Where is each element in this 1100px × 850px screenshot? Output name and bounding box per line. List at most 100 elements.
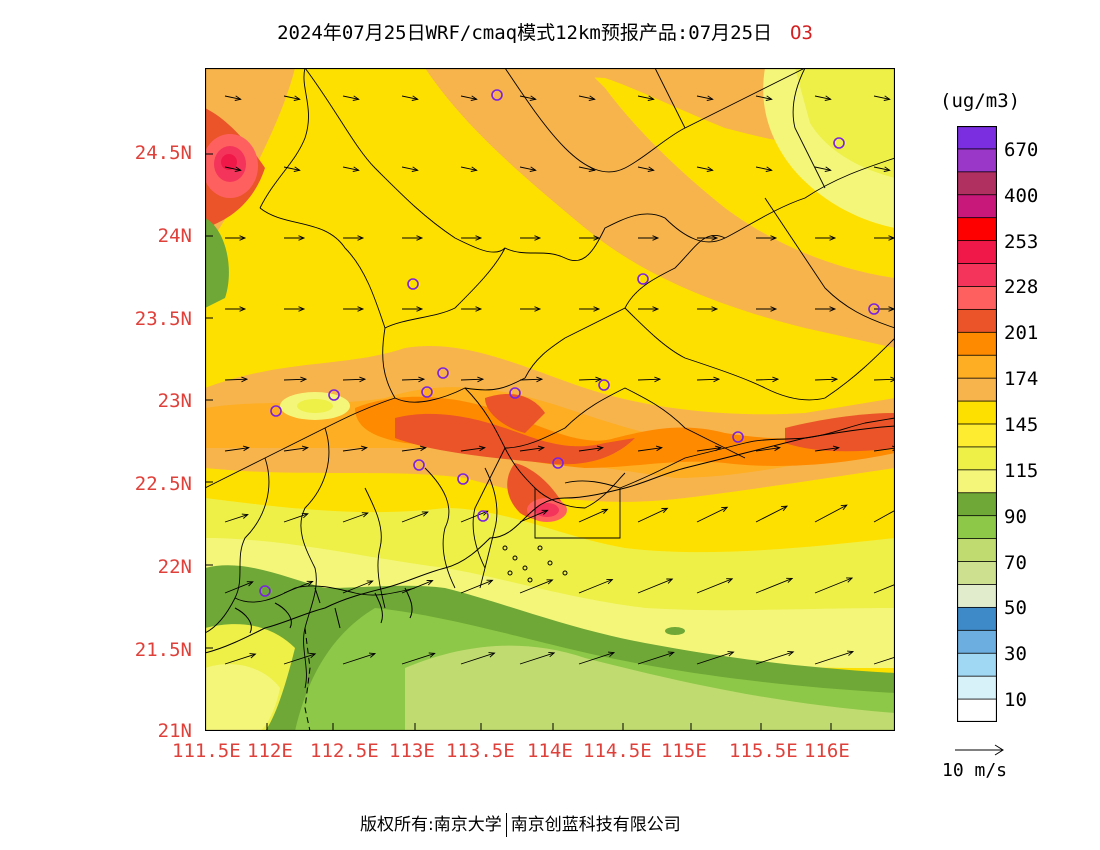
wind-vector-head xyxy=(486,579,494,585)
wind-vector-head xyxy=(536,376,544,383)
wind-vector-head xyxy=(883,166,891,172)
lat-tick-label: 21.5N xyxy=(134,639,192,661)
wind-vector-head xyxy=(301,512,309,519)
wind-vector-head xyxy=(357,235,365,241)
wind-vector-head xyxy=(588,95,596,101)
colorbar-swatch xyxy=(957,217,997,242)
wind-vector-head xyxy=(470,166,478,172)
wind-vector-head xyxy=(428,652,436,658)
colorbar-swatch xyxy=(957,652,997,677)
wind-vector xyxy=(696,378,720,381)
wind-vector xyxy=(696,166,713,171)
lon-tick-label: 114E xyxy=(527,740,573,762)
wind-vector xyxy=(401,652,435,665)
lon-tick-label: 113E xyxy=(389,740,435,762)
colorbar-swatch xyxy=(957,377,997,402)
wind-vector xyxy=(342,447,367,452)
wind-vector xyxy=(519,447,544,452)
wind-vector xyxy=(755,95,772,100)
colorbar-swatch xyxy=(957,446,997,471)
station-marker xyxy=(328,389,340,401)
colorbar-label: 90 xyxy=(1004,505,1027,528)
wind-vector-head xyxy=(478,445,486,452)
wind-vector-head xyxy=(647,95,655,101)
wind-vector xyxy=(519,579,553,594)
station-marker xyxy=(491,89,503,101)
wind-vector xyxy=(814,378,838,381)
wind-vector xyxy=(401,95,418,100)
wind-vector xyxy=(224,447,249,452)
wind-vector-head xyxy=(470,95,478,101)
station-marker xyxy=(552,457,564,469)
wind-vector xyxy=(814,504,848,523)
wind-vector-head xyxy=(418,376,426,383)
wind-vector-head xyxy=(239,235,247,241)
wind-vector-head xyxy=(293,166,301,172)
lat-tick-label: 23N xyxy=(157,390,192,412)
wind-vector xyxy=(873,378,895,381)
wind-vector-head xyxy=(770,306,778,312)
lon-tick-label: 114.5E xyxy=(583,740,652,762)
wind-vector-head xyxy=(596,445,604,452)
wind-vector-head xyxy=(601,508,609,515)
wind-vector-head xyxy=(249,653,257,659)
wind-vector-head xyxy=(411,95,419,101)
colorbar-label: 50 xyxy=(1004,597,1027,620)
wind-vector-head xyxy=(655,445,663,452)
wind-vector xyxy=(460,579,493,594)
wind-vector xyxy=(283,166,300,171)
lat-tick-label: 22N xyxy=(157,556,192,578)
wind-vector xyxy=(637,447,662,452)
wind-vector-head xyxy=(588,166,596,172)
wind-vector-head xyxy=(829,235,837,241)
wind-vector xyxy=(814,166,831,171)
wind-vector-head xyxy=(234,95,242,101)
wind-vector-head xyxy=(475,306,483,312)
wind-vector xyxy=(224,95,241,100)
station-marker xyxy=(509,387,521,399)
station-marker xyxy=(437,367,449,379)
wind-vector xyxy=(578,508,608,523)
colorbar-swatch xyxy=(957,492,997,517)
lon-tick-label: 111.5E xyxy=(172,740,241,762)
wind-vector-head xyxy=(234,166,242,172)
wind-vector-head xyxy=(416,235,424,241)
colorbar-label: 253 xyxy=(1004,230,1039,253)
wind-vector xyxy=(696,651,734,665)
wind-vector-head xyxy=(359,376,367,383)
wind-vector-head xyxy=(593,306,601,312)
wind-vector-head xyxy=(846,577,854,583)
station-marker xyxy=(637,273,649,285)
wind-vector xyxy=(755,651,794,665)
colorbar-swatch xyxy=(957,286,997,311)
station-marker xyxy=(421,386,433,398)
station-marker xyxy=(407,278,419,290)
colorbar-swatch xyxy=(957,126,997,150)
wind-vector xyxy=(401,511,428,523)
colorbar-label: 400 xyxy=(1004,184,1039,207)
wind-vector xyxy=(578,95,595,100)
wind-reference-arrow xyxy=(955,744,1004,756)
wind-vector xyxy=(696,447,721,452)
wind-vector-head xyxy=(293,95,301,101)
colorbar-label: 70 xyxy=(1004,551,1027,574)
wind-vector xyxy=(224,581,253,594)
wind-vector xyxy=(519,378,543,381)
wind-vector xyxy=(814,95,831,100)
wind-vector xyxy=(283,580,313,594)
wind-vector-head xyxy=(666,578,674,584)
wind-vector-head xyxy=(241,376,249,383)
wind-vector-head xyxy=(309,652,317,659)
wind-vector-head xyxy=(831,376,839,383)
colorbar-label: 201 xyxy=(1004,322,1039,345)
wind-vector-head xyxy=(765,95,773,101)
wind-vector-head xyxy=(727,651,735,657)
chart-title: 2024年07月25日WRF/cmaq模式12km预报产品:07月25日 O3 xyxy=(0,18,1090,45)
copyright-company: 南京创蓝科技有限公司 xyxy=(510,815,681,835)
wind-vector xyxy=(283,447,308,452)
wind-vector xyxy=(873,166,890,171)
wind-vectors xyxy=(224,95,895,665)
wind-vector-head xyxy=(714,445,722,452)
wind-vector-head xyxy=(652,235,660,241)
wind-vector xyxy=(401,166,418,171)
